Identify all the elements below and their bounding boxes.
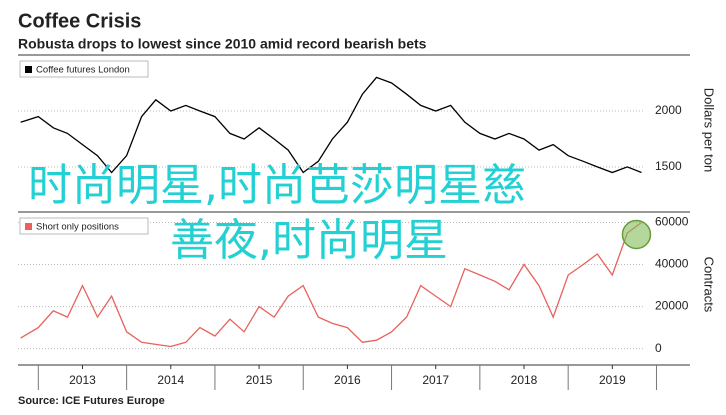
y-tick-label: 2000 (655, 103, 682, 117)
watermark: 时尚明星,时尚芭莎明星慈 (28, 160, 526, 211)
x-tick-label: 2018 (511, 373, 538, 387)
legend-box (19, 60, 149, 78)
y-axis-title: Dollars per ton (702, 88, 717, 173)
chart-subtitle: Robusta drops to lowest since 2010 amid … (18, 36, 427, 52)
y-tick-label: 0 (655, 341, 662, 355)
x-tick-label: 2013 (69, 373, 96, 387)
y-tick-label: 40000 (655, 257, 689, 271)
source: Source: ICE Futures Europe (18, 395, 165, 407)
y-tick-label: 1500 (655, 159, 682, 173)
x-tick-label: 2014 (157, 373, 184, 387)
legend: Coffee futures London (19, 60, 149, 78)
legend-swatch (25, 66, 32, 73)
x-tick-label: 2015 (246, 373, 273, 387)
x-tick-label: 2019 (599, 373, 626, 387)
y-axis-title: Contracts (702, 257, 717, 313)
legend-label: Coffee futures London (36, 65, 130, 76)
legend: Short only positions (19, 217, 149, 235)
legend-swatch (25, 223, 32, 230)
chart-title: Coffee Crisis (18, 10, 141, 32)
data-line (20, 76, 642, 174)
highlight (621, 219, 652, 250)
watermark: 善夜,时尚明星 (170, 215, 448, 266)
x-tick-label: 2016 (334, 373, 361, 387)
x-tick-label: 2017 (422, 373, 449, 387)
data-line (20, 221, 642, 348)
legend-label: Short only positions (36, 222, 119, 233)
y-tick-label: 20000 (655, 299, 689, 313)
y-tick-label: 60000 (655, 215, 689, 229)
legend-box (19, 217, 149, 235)
